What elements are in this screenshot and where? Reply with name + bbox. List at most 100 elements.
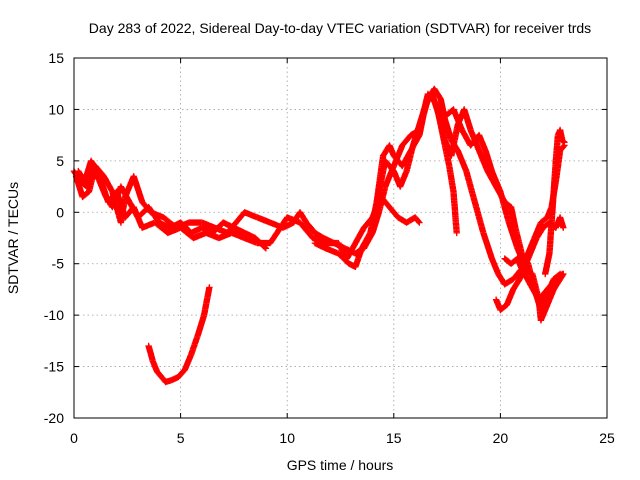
x-tick-label: 25 [599,430,615,446]
data-point-run [188,333,201,358]
series-track-2 [72,90,460,257]
data-point-run [450,188,460,237]
data-point-run [139,198,154,215]
data-point-run [450,106,465,132]
data-point-run [147,209,166,221]
data-point-run [429,90,442,117]
data-point-run [471,198,487,235]
data-point-run [537,215,550,226]
data-point-run [552,133,562,165]
data-point-run [303,219,318,235]
data-point-run [431,85,444,102]
data-point-run [373,159,389,206]
data-point-run [130,173,145,204]
data-point-run [254,214,273,226]
data-point-run [488,255,501,276]
data-point-run [475,131,489,153]
data-point-run [559,137,568,146]
y-tick-label: -5 [52,256,65,272]
data-point-run [446,162,457,194]
data-point-run [309,234,328,246]
data-point-run [190,230,209,242]
data-point-run [386,203,401,220]
data-point-run [524,236,538,257]
data-point-run [448,123,461,159]
data-point-run [228,229,247,241]
data-point-run [151,219,170,236]
data-point-run [79,189,92,201]
data-point-run [322,245,341,257]
data-point-run [72,173,86,199]
data-point-run [177,224,196,241]
data-point-run [266,215,290,247]
y-tick-label: 10 [48,101,64,117]
data-point-run [482,147,495,174]
y-tick-label: 15 [48,50,64,66]
x-tick-label: 20 [493,430,509,446]
data-point-run [488,167,504,194]
data-point-run [544,287,557,309]
y-axis-label: SDTVAR / TECUs [5,182,21,294]
data-point-run [497,302,509,314]
plot-frame [73,57,608,419]
data-point-run [409,122,423,149]
data-point-run [130,203,145,230]
data-point-run [211,224,230,236]
data-point-run [153,368,164,379]
data-point-run [480,229,495,261]
data-point-run [296,219,316,241]
x-tick-label: 0 [70,430,78,446]
data-point-run [241,234,260,246]
data-point-run [175,367,188,381]
data-point-run [145,342,156,364]
series-track-9 [542,126,568,278]
data-point-run [87,157,103,179]
y-tick-label: -20 [44,410,64,426]
data-point-run [335,250,352,266]
data-point-run [510,277,523,293]
data-point-run [96,173,111,204]
data-point-run [139,219,157,231]
data-point-run [200,284,213,319]
y-tick-label: 0 [56,204,64,220]
data-point-run [556,270,567,283]
x-tick-label: 5 [177,430,185,446]
data-point-run [352,246,365,270]
series-track-3 [75,157,423,262]
data-point-run [475,147,491,174]
data-point-run [181,352,194,373]
data-point-run [518,251,531,273]
data-point-run [461,106,474,132]
data-point-run [100,173,115,194]
data-point-run [548,189,557,226]
data-point-run [203,229,221,241]
grid [74,58,607,418]
data-point-run [537,302,550,324]
x-axis-label: GPS time / hours [287,457,394,473]
data-point-run [284,214,302,226]
series-track-10 [145,284,213,386]
series-track-5 [373,90,564,314]
data-point-run [358,230,373,252]
y-tick-label: -15 [44,359,64,375]
data-point-run [160,214,179,231]
data-point-run [215,230,234,242]
data-point-run [382,157,397,174]
data-point-run [544,277,557,298]
data-point-run [232,210,247,226]
data-point-run [503,287,516,309]
chart-title: Day 283 of 2022, Sidereal Day-to-day VTE… [89,20,591,36]
data-point-run [241,209,260,221]
data-point-run [411,214,423,226]
data-point-run [435,111,448,143]
data-point-run [399,133,414,149]
tick-labels: 0 5 10 15 20 25 -20 -15 -10 -5 0 5 10 15 [44,50,615,446]
data-point-run [441,116,455,143]
data-point-run [194,313,207,339]
data-point-run [531,220,544,242]
data-marks [70,85,568,386]
data-point-run [542,251,553,278]
data-point-run [397,169,410,190]
data-point-run [497,188,512,225]
data-point-run [463,167,478,204]
